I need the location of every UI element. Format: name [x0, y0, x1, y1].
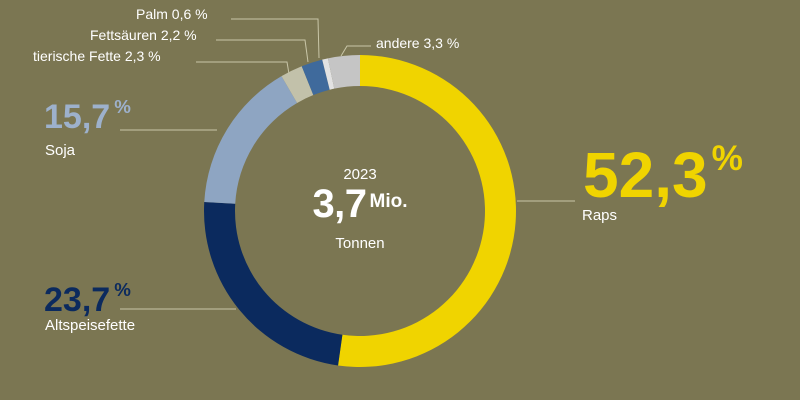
- palm-label: Palm 0,6 %: [136, 6, 208, 22]
- slice-altspeisefette: [204, 201, 343, 366]
- center-total: 3,7 Mio.: [280, 182, 440, 227]
- center-total-value-unit: Mio.: [369, 191, 408, 212]
- altspeisefette-percent-sign: %: [114, 279, 131, 300]
- soja-percentage-value: 15,7: [44, 98, 111, 136]
- slice-raps: [338, 55, 516, 367]
- leader-line-andere: [340, 45, 371, 57]
- raps-percentage: 52,3%: [583, 141, 743, 207]
- soja-percent-sign: %: [114, 96, 131, 117]
- center-unit: Tonnen: [335, 235, 385, 252]
- altspeisefette-percentage: 23,7%: [44, 280, 131, 319]
- center-total-value: 3,7: [312, 182, 367, 226]
- tierische-fette-label: tierische Fette 2,3 %: [33, 48, 161, 64]
- altspeisefette-label: Altspeisefette: [45, 317, 136, 334]
- soja-label: Soja: [45, 142, 76, 159]
- fettsaeuren-label: Fettsäuren 2,2 %: [90, 27, 197, 43]
- slice-andere: [327, 55, 360, 89]
- leader-line-tierische-fette: [196, 61, 290, 75]
- raps-label: Raps: [582, 207, 618, 224]
- leader-line-fettsaeuren: [216, 39, 309, 63]
- soja-percentage: 15,7%: [44, 97, 131, 136]
- leader-lines: [120, 18, 575, 310]
- altspeisefette-percentage-value: 23,7: [44, 281, 111, 319]
- raps-percentage-value: 52,3: [583, 139, 708, 211]
- center-year: 2023: [343, 166, 377, 183]
- slice-palm: [322, 58, 335, 90]
- donut-slices: [204, 55, 516, 367]
- slice-soja: [204, 76, 298, 204]
- raps-percent-sign: %: [711, 139, 743, 178]
- slice-tierische-fette: [281, 66, 314, 103]
- andere-label: andere 3,3 %: [376, 35, 460, 51]
- leader-line-palm: [231, 18, 320, 59]
- slice-fettsäuren: [301, 59, 330, 96]
